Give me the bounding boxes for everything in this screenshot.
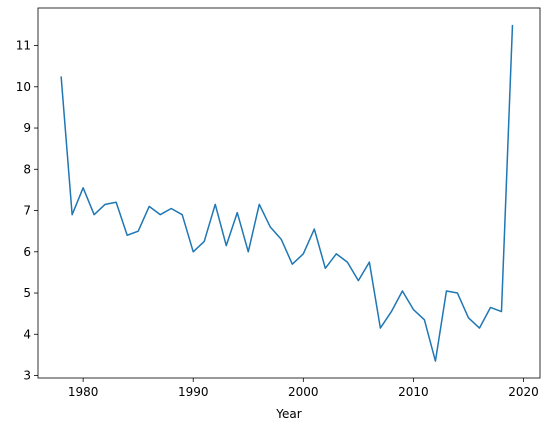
y-tick-label: 6 xyxy=(23,245,31,259)
x-tick-label: 2010 xyxy=(398,385,429,399)
y-tick-label: 5 xyxy=(23,286,31,300)
data-line xyxy=(60,24,514,362)
y-tick-label: 7 xyxy=(23,204,31,218)
x-tick-label: 1990 xyxy=(178,385,209,399)
y-tick-label: 8 xyxy=(23,162,31,176)
x-tick-label: 1980 xyxy=(68,385,99,399)
x-tick-label: 2020 xyxy=(508,385,539,399)
x-axis-label: Year xyxy=(275,407,301,421)
y-tick-label: 11 xyxy=(16,39,31,53)
y-tick-label: 3 xyxy=(23,369,31,383)
y-tick-label: 4 xyxy=(23,327,31,341)
y-tick-label: 10 xyxy=(16,80,31,94)
y-tick-label: 9 xyxy=(23,121,31,135)
x-tick-label: 2000 xyxy=(288,385,319,399)
plot-frame xyxy=(37,7,541,379)
